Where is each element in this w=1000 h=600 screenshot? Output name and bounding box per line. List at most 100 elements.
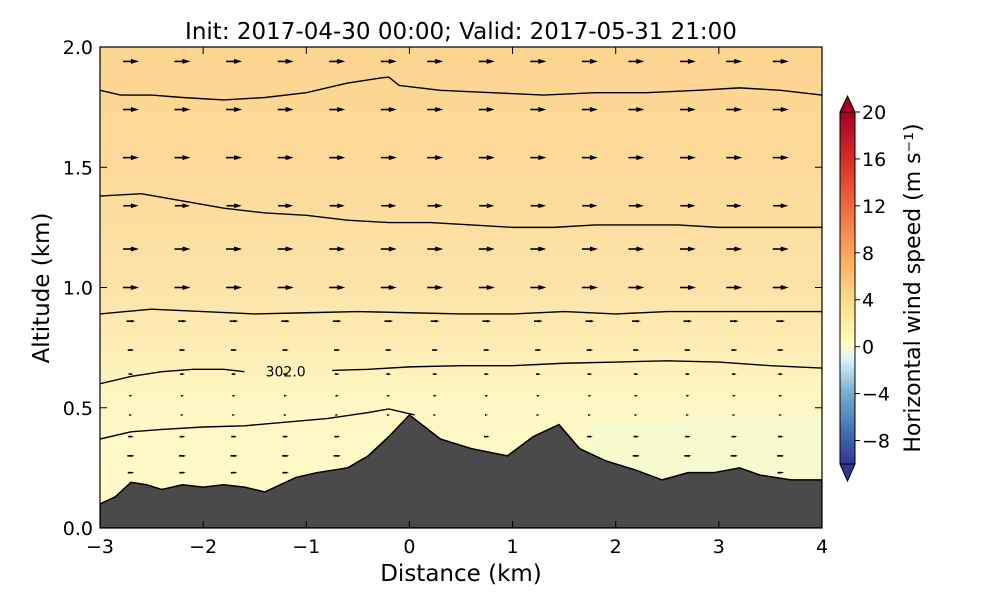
wind-vector (129, 413, 133, 416)
wind-vector (478, 107, 495, 113)
wind-vector (380, 246, 397, 252)
wind-vector (281, 319, 291, 323)
wind-vector (283, 373, 289, 376)
wind-vector (226, 246, 243, 252)
wind-vector-head (234, 471, 238, 474)
wind-vector-head (435, 203, 443, 209)
wind-vector-head (337, 454, 341, 457)
wind-vector (726, 246, 743, 252)
wind-vector (581, 285, 598, 290)
wind-vector-head (636, 155, 645, 161)
y-tick-label: 0.0 (63, 518, 93, 540)
wind-vector (585, 319, 595, 323)
theta-contour-line (100, 408, 415, 440)
wind-vector (180, 373, 185, 376)
wind-vector-head (388, 349, 392, 352)
wind-vector-head (636, 349, 640, 352)
wind-vector-head (780, 58, 789, 64)
wind-vector (628, 246, 645, 252)
x-tick-label: −2 (189, 536, 217, 558)
colorbar-tick-label: 16 (862, 149, 886, 171)
wind-vector (530, 58, 547, 64)
wind-vector-head (687, 246, 696, 252)
colorbar-ticks: 20 16 12 8 4 0 −4 −8 (855, 102, 890, 453)
y-tick-label: 1.5 (63, 157, 93, 179)
wind-vector-head (233, 373, 237, 376)
wind-vector-head (435, 319, 440, 323)
wind-vector (427, 285, 444, 290)
wind-vector-head (538, 107, 547, 113)
wind-vector (726, 155, 743, 161)
wind-vector (277, 246, 294, 252)
wind-vector (535, 349, 542, 352)
wind-vector (535, 373, 541, 376)
wind-vector (174, 155, 191, 161)
wind-vector (179, 435, 186, 438)
wind-vector-head (335, 413, 339, 416)
wind-vector-head (589, 155, 598, 161)
wind-vector (726, 58, 743, 64)
theta-contour-line (100, 368, 245, 385)
wind-vector-head (234, 246, 243, 252)
wind-vector (381, 203, 397, 209)
wind-vector (122, 107, 139, 113)
wind-vector (729, 319, 739, 323)
wind-vector (282, 435, 289, 438)
x-tick-label: 3 (713, 536, 725, 558)
wind-vector-head (337, 58, 346, 64)
wind-vector-head (337, 319, 342, 323)
colorbar-tick-label: 0 (862, 337, 874, 359)
wind-vector-head (636, 203, 644, 209)
wind-vector (329, 246, 346, 252)
wind-vector (581, 107, 598, 113)
wind-vector (179, 471, 186, 474)
wind-vector (581, 155, 598, 161)
wind-vector (387, 394, 391, 397)
wind-vector (686, 394, 690, 397)
wind-vector (427, 246, 444, 252)
wind-vector-head (388, 246, 397, 252)
wind-vector-head (337, 107, 346, 113)
wind-vector-head (634, 413, 638, 416)
wind-vector-head (734, 319, 739, 323)
wind-vector-head (636, 285, 645, 290)
wind-vector-head (182, 155, 191, 161)
wind-vector (122, 285, 139, 290)
wind-vector (226, 155, 243, 161)
wind-vector (772, 246, 789, 252)
wind-vector-head (182, 58, 191, 64)
wind-vector (332, 319, 342, 323)
wind-vector-head (734, 246, 743, 252)
wind-vector-head (536, 394, 540, 397)
wind-vector-head (589, 58, 598, 64)
wind-vector-head (130, 246, 139, 252)
wind-vector-head (435, 285, 444, 290)
wind-vector (387, 413, 390, 416)
wind-vector-head (589, 285, 598, 290)
x-tick-label: 4 (816, 536, 828, 558)
wind-vector (628, 155, 645, 161)
wind-vector-head (733, 373, 737, 376)
wind-vector-head (285, 435, 289, 438)
wind-vector (485, 394, 489, 397)
wind-vector (282, 349, 289, 352)
wind-vector-head (486, 107, 495, 113)
wind-vector (778, 413, 782, 416)
wind-vector-head (435, 246, 444, 252)
wind-vector-head (486, 58, 495, 64)
wind-vector-head (538, 246, 547, 252)
wind-vector (226, 285, 243, 290)
wind-vector-head (636, 319, 641, 323)
wind-vector-head (285, 319, 291, 323)
light-wind-patch (590, 414, 822, 480)
wind-vector (278, 203, 294, 209)
wind-vector (386, 373, 392, 376)
wind-vector-head (486, 203, 495, 209)
wind-vector-head (337, 285, 346, 290)
colorbar-tick-label: −8 (862, 431, 890, 453)
wind-vector-head (388, 373, 392, 376)
wind-vector (631, 319, 641, 323)
wind-vector-head (589, 349, 594, 352)
wind-vector-head (538, 155, 547, 161)
wind-vector (231, 435, 237, 438)
